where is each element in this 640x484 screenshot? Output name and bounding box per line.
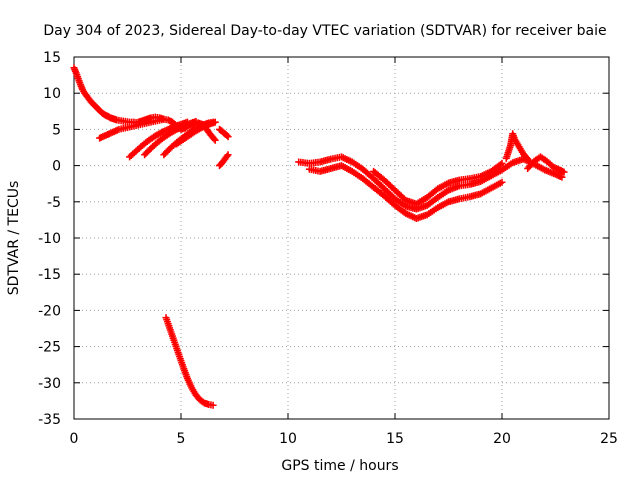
y-tick-label: -30 [38,376,61,392]
series-trace-late-band-high [370,159,506,208]
data-point-marker [210,135,218,143]
series-trace-late-peak [502,130,532,163]
y-tick-label: 15 [43,50,61,66]
x-tick-label: 20 [493,431,511,447]
data-series [70,64,568,409]
data-point-marker [209,401,217,409]
data-point-marker [496,161,504,169]
y-tick-label: -35 [38,412,61,428]
series-trace-early-decline [70,64,142,127]
y-tick-label: -20 [38,303,61,319]
series-trace-early-hook [216,151,232,170]
data-point-marker [160,115,168,123]
data-point-marker [498,159,506,167]
y-tick-label: -10 [38,231,61,247]
chart-title: Day 304 of 2023, Sidereal Day-to-day VTE… [43,23,606,39]
y-tick-label: 10 [43,86,61,102]
grid-lines [74,57,609,419]
x-tick-label: 10 [279,431,297,447]
data-point-marker [223,132,231,140]
data-point-marker [524,155,532,163]
data-point-marker [211,118,219,126]
x-tick-label: 15 [386,431,404,447]
series-trace-late-end [524,153,568,176]
series-trace-early-diag-5 [173,118,219,148]
data-point-marker [192,117,200,125]
data-point-marker [498,178,506,186]
x-tick-label: 25 [600,431,618,447]
series-trace-late-band-low [305,162,506,222]
series-trace-late-main [295,153,566,213]
series-trace-negative-drop [162,314,217,409]
y-tick-label: 0 [52,159,61,175]
x-axis-label: GPS time / hours [281,458,398,474]
y-tick-label: -15 [38,267,61,283]
axis-ticks: 0 5 10 15 20 25 15 10 5 0 -5 -10 -15 -20 -25 -30 -35 [38,50,618,447]
data-point-marker [223,152,231,160]
series-trace-early-tail [216,125,232,141]
data-point-marker [224,133,232,141]
y-axis-label: SDTVAR / TECUs [6,181,22,296]
x-tick-label: 5 [177,431,186,447]
y-tick-label: -5 [47,195,61,211]
data-point-marker [211,136,219,144]
data-point-marker [224,151,232,159]
x-tick-label: 0 [70,431,79,447]
series-trace-early-diag-1 [96,115,168,142]
data-point-marker [523,154,531,162]
series-trace-early-diag-3 [141,117,200,159]
y-tick-label: 5 [52,122,61,138]
y-tick-label: -25 [38,340,61,356]
data-point-marker [560,168,568,176]
